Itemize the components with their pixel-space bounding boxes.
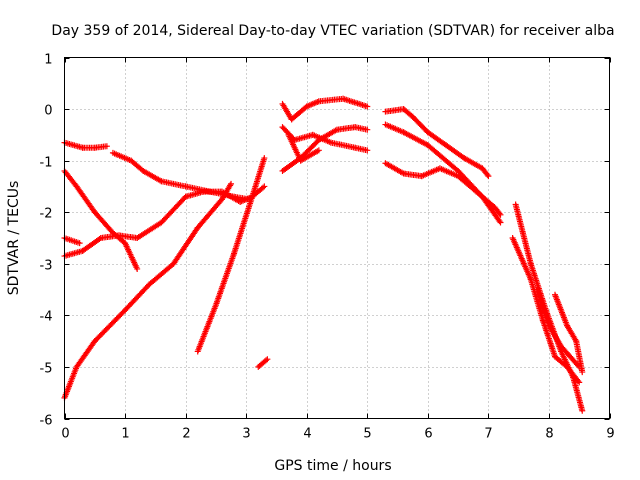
data-point	[484, 171, 491, 178]
x-tick-label: 0	[61, 427, 69, 442]
data-point	[496, 210, 503, 217]
data-point	[364, 103, 371, 110]
data-point	[364, 147, 371, 154]
series-track-q	[533, 286, 583, 370]
x-tick-label: 9	[606, 427, 614, 442]
y-tick-label: -6	[40, 414, 53, 429]
series-track-j	[279, 95, 371, 123]
y-tick-label: -3	[40, 259, 53, 274]
y-tick-label: 0	[44, 104, 52, 119]
y-tick-label: -2	[40, 207, 53, 222]
x-axis-label: GPS time / hours	[274, 458, 391, 474]
grid	[64, 57, 610, 419]
data-points	[61, 95, 586, 414]
y-tick-label: -1	[40, 156, 53, 171]
y-tick-label: -5	[40, 362, 53, 377]
data-point	[96, 235, 103, 242]
plot-frame	[64, 57, 610, 419]
x-tick-label: 7	[484, 427, 492, 442]
data-point	[263, 357, 270, 364]
series-track-c	[61, 167, 141, 272]
series-track-d	[61, 235, 83, 247]
data-point	[315, 147, 322, 154]
series-track-g	[194, 155, 271, 370]
data-point	[76, 240, 83, 247]
series-track-k	[285, 131, 322, 164]
x-tick-label: 2	[182, 427, 190, 442]
x-tick-label: 5	[363, 427, 371, 442]
series-track-l	[382, 106, 492, 180]
data-point	[364, 126, 371, 133]
x-tick-label: 3	[242, 427, 250, 442]
data-point	[485, 173, 492, 180]
series-track-r	[552, 291, 586, 376]
data-point	[103, 143, 110, 150]
data-point	[579, 407, 586, 414]
series-track-m	[382, 121, 504, 226]
y-tick-label: 1	[44, 53, 52, 68]
x-tick-label: 4	[303, 427, 311, 442]
data-point	[228, 180, 235, 187]
data-point	[497, 219, 504, 226]
series-track-i	[279, 124, 371, 154]
series-track-n	[382, 160, 504, 218]
data-point	[259, 184, 266, 191]
y-tick-label: -4	[40, 310, 53, 325]
x-tick-label: 8	[545, 427, 553, 442]
x-tick-label: 1	[121, 427, 129, 442]
series-track-a	[61, 139, 110, 151]
data-point	[264, 356, 271, 363]
data-point	[579, 369, 586, 376]
y-axis-label: SDTVAR / TECUs	[6, 181, 22, 296]
chart-title: Day 359 of 2014, Sidereal Day-to-day VTE…	[51, 23, 614, 39]
x-tick-label: 6	[424, 427, 432, 442]
data-point	[497, 211, 504, 218]
axes: 0 1 2 3 4 5 6 7 8 910-1-2-3-4-5-6	[40, 53, 615, 442]
data-point	[261, 183, 268, 190]
data-point	[134, 265, 141, 272]
series-track-f	[61, 180, 235, 401]
data-point	[261, 155, 268, 162]
